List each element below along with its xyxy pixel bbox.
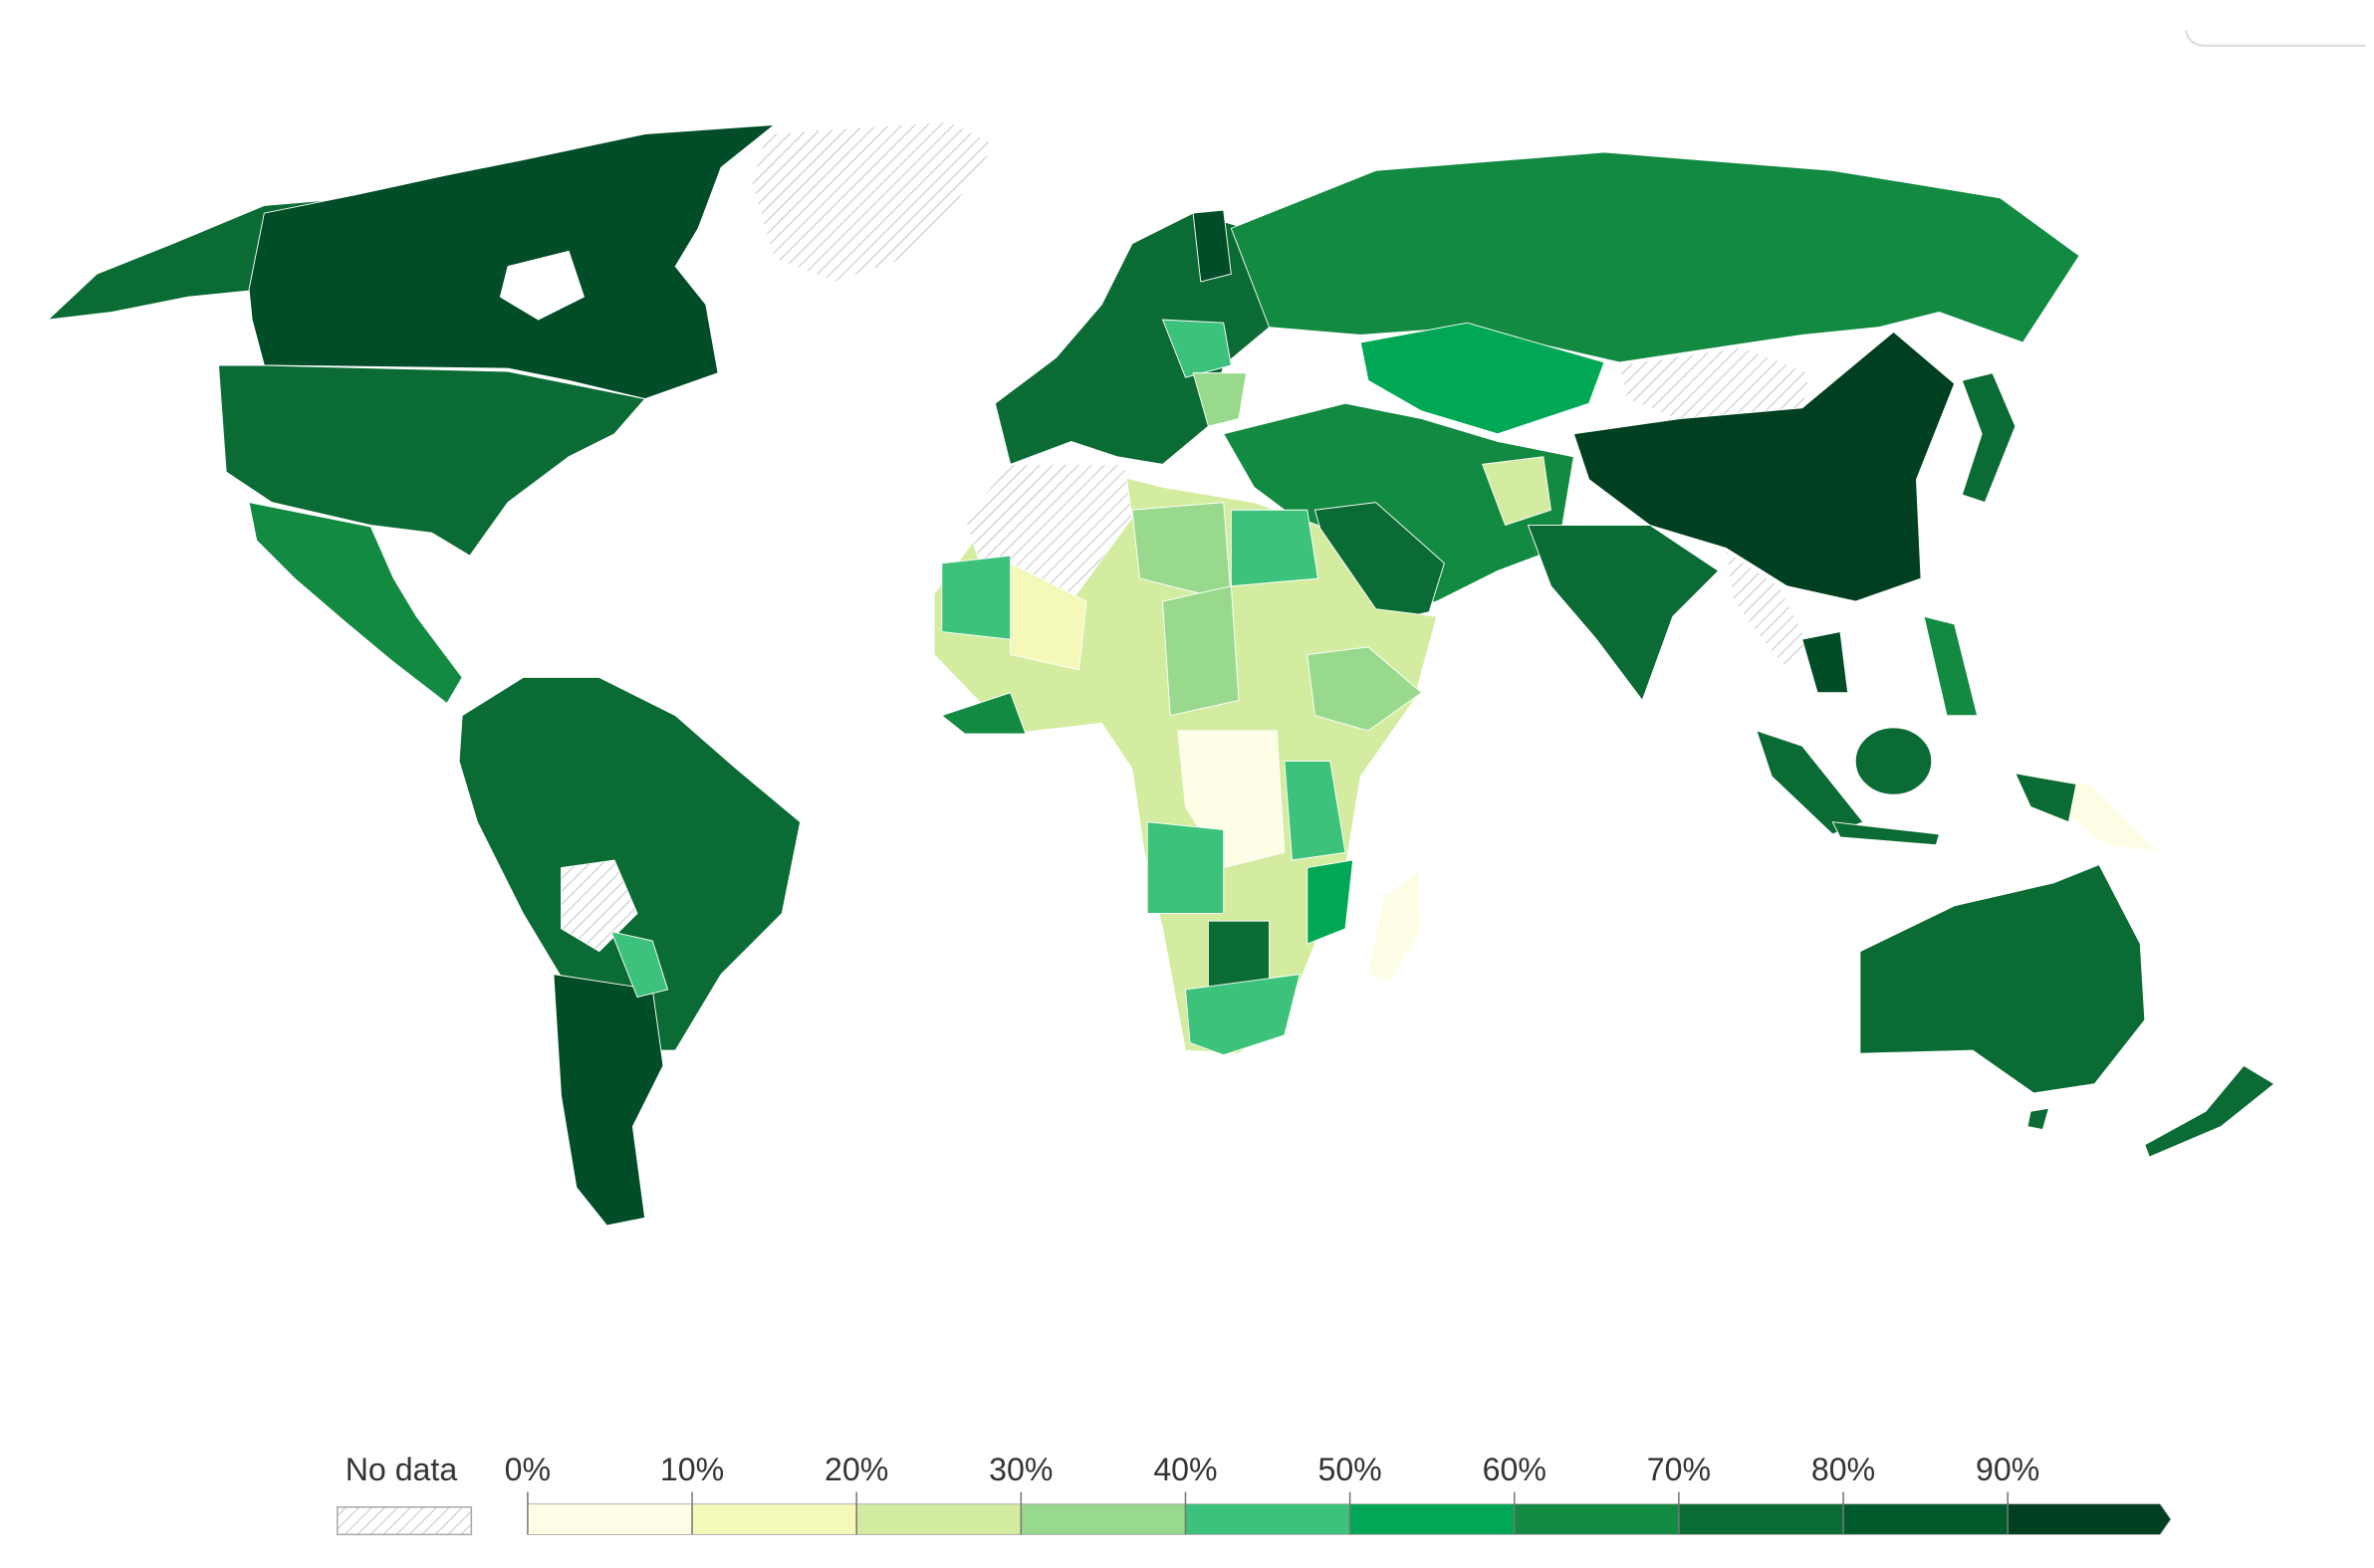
egypt [1230, 509, 1319, 587]
southeast-asia [1725, 550, 1810, 671]
legend-bin [2007, 1503, 2172, 1535]
legend-tick-label: 30% [989, 1452, 1053, 1487]
india [1527, 525, 1720, 702]
new-guinea-west [2015, 773, 2077, 823]
mexico-central-america [248, 502, 463, 705]
russia [1230, 151, 2080, 363]
mozambique [1306, 859, 1354, 945]
finland [1192, 209, 1232, 283]
legend-tick-label: 10% [660, 1452, 724, 1487]
legend-tick-label: 40% [1153, 1452, 1217, 1487]
legend-bin [1020, 1503, 1186, 1535]
south-america [458, 677, 802, 1051]
australia [1859, 863, 2146, 1094]
mauritania [941, 555, 1012, 640]
south-africa [1184, 974, 1301, 1056]
tasmania [2026, 1107, 2050, 1131]
no-data-swatch [336, 1506, 473, 1536]
greenland [751, 120, 997, 283]
ethiopia [1306, 646, 1423, 732]
bolivia [561, 859, 638, 953]
countries [46, 120, 2275, 1227]
vietnam [1801, 631, 1849, 694]
paraguay [610, 931, 669, 999]
madagascar [1367, 869, 1422, 983]
japan [1961, 372, 2017, 504]
usa [217, 364, 646, 557]
philippines [1923, 615, 1979, 717]
no-data-label: No data [346, 1452, 458, 1487]
legend-tick-label: 0% [505, 1452, 551, 1487]
legend-bin [1185, 1503, 1350, 1535]
sumatra [1756, 730, 1864, 835]
romania [1192, 372, 1248, 427]
legend-tick-label: 60% [1483, 1452, 1546, 1487]
legend-tick-label: 80% [1811, 1452, 1875, 1487]
java [1831, 821, 1940, 846]
legend-bin [527, 1503, 693, 1535]
afghanistan [1482, 456, 1551, 527]
legend-bin [855, 1503, 1022, 1535]
canada [248, 123, 777, 400]
corner-decoration [2184, 30, 2366, 48]
legend-bin [1678, 1503, 1844, 1535]
legend-bin [691, 1503, 857, 1535]
borneo [1854, 727, 1933, 795]
kazakhstan [1359, 322, 1605, 435]
legend: No data 0% 10% 20% 30% 40% 50% 60% 70% 80% 90% [336, 1452, 2172, 1536]
legend-bin [1349, 1503, 1516, 1535]
legend-bin [1842, 1503, 2009, 1535]
legend-tick-label: 90% [1976, 1452, 2039, 1487]
legend-tick-label: 20% [825, 1452, 888, 1487]
hudson-bay [499, 250, 586, 321]
tanzania [1284, 761, 1346, 861]
argentina-chile [553, 974, 664, 1227]
chad [1162, 585, 1240, 717]
angola [1146, 821, 1225, 914]
west-africa-coast [940, 692, 1027, 735]
legend-bin [1514, 1503, 1680, 1535]
legend-tick-label: 50% [1317, 1452, 1381, 1487]
belarus-ukraine [1161, 319, 1232, 378]
new-zealand [2144, 1064, 2275, 1158]
legend-tick-label: 70% [1647, 1452, 1711, 1487]
